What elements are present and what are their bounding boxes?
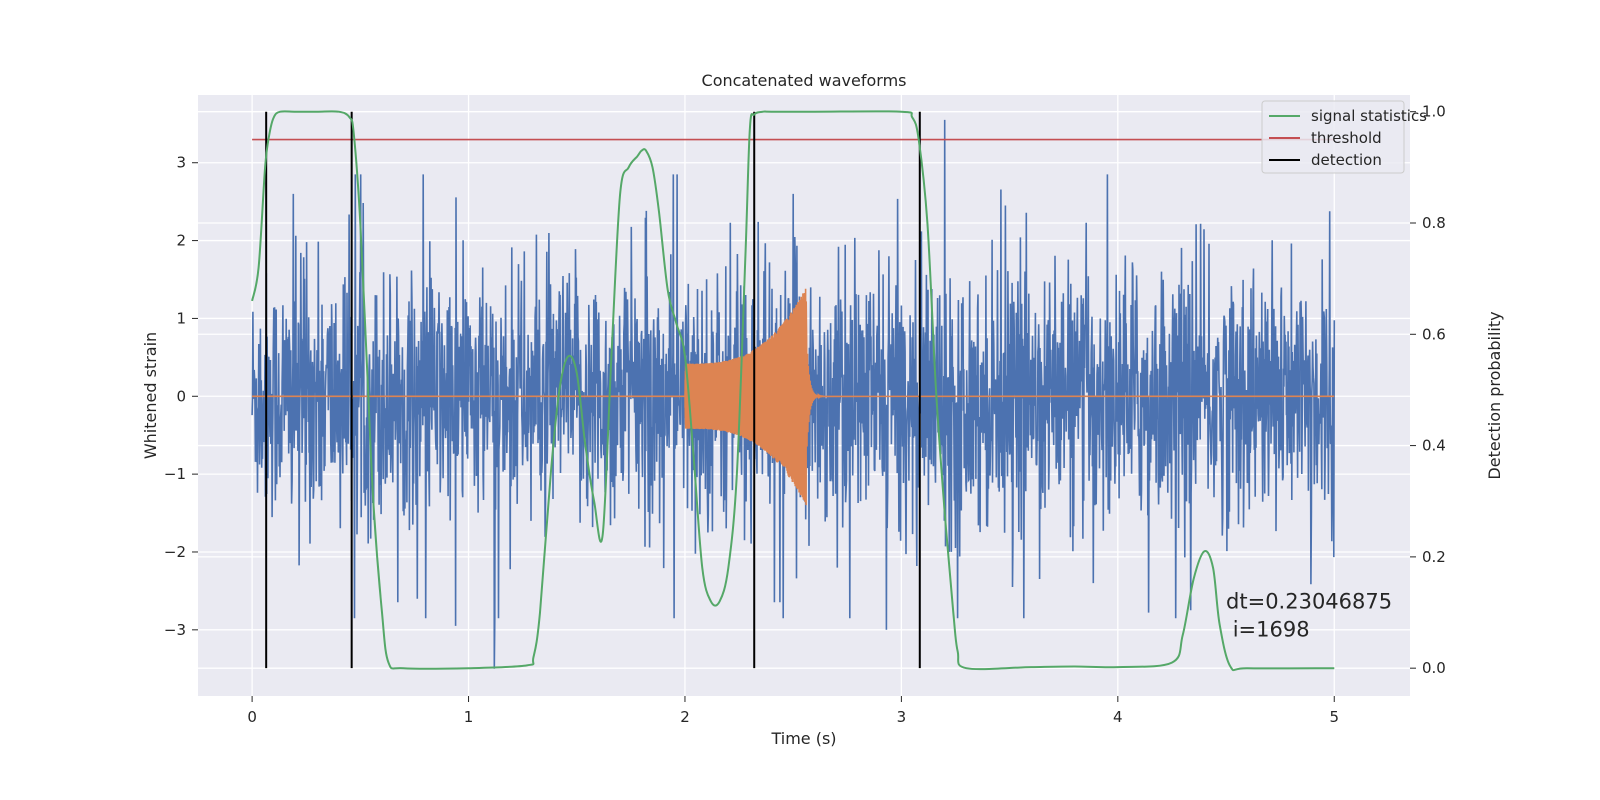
chart-title: Concatenated waveforms [702, 71, 907, 90]
y-tick-label-right: 0.2 [1422, 548, 1446, 566]
axes: 0 1 2 3 4 5 −3 −2 −1 0 1 2 3 0.0 0.2 0.4 0.6 0.8 1.0 [164, 103, 1446, 726]
y-tick-label-right: 0.8 [1422, 214, 1446, 232]
legend-box [1261, 100, 1405, 174]
y-tick-label-right: 0.4 [1422, 437, 1446, 455]
legend-label: signal statistics [1311, 107, 1427, 125]
x-tick-label: 2 [680, 708, 690, 726]
y-tick-label-left: 1 [176, 309, 186, 327]
legend-label: threshold [1311, 129, 1382, 147]
y-tick-label-left: −1 [164, 465, 186, 483]
x-tick-label: 0 [247, 708, 257, 726]
series-signal-statistics [251, 110, 1335, 672]
series-strain [251, 119, 1336, 669]
series-layer [251, 110, 1336, 672]
y-tick-label-left: −3 [164, 621, 186, 639]
y-tick-label-left: −2 [164, 543, 186, 561]
annotation-index: i=1698 [1226, 618, 1310, 642]
y-tick-label-left: 0 [176, 387, 186, 405]
y-axis-label-right: Detection probability [1485, 311, 1504, 479]
y-axis-label-left: Whitened strain [141, 332, 160, 459]
x-tick-label: 1 [464, 708, 474, 726]
y-tick-label-right: 0.0 [1422, 659, 1446, 677]
x-tick-label: 5 [1329, 708, 1339, 726]
y-tick-label-right: 0.6 [1422, 325, 1446, 343]
annotation-dt: dt=0.23046875 [1226, 590, 1392, 614]
legend-label: detection [1311, 151, 1382, 169]
legend: signal statistics threshold detection [1261, 100, 1427, 174]
y-tick-label-left: 2 [176, 232, 186, 250]
x-tick-label: 4 [1113, 708, 1123, 726]
x-tick-label: 3 [897, 708, 907, 726]
series-waveform [252, 288, 1335, 506]
y-tick-label-right: 1.0 [1422, 103, 1446, 121]
y-tick-label-left: 3 [176, 154, 186, 172]
x-axis-label: Time (s) [770, 729, 836, 748]
